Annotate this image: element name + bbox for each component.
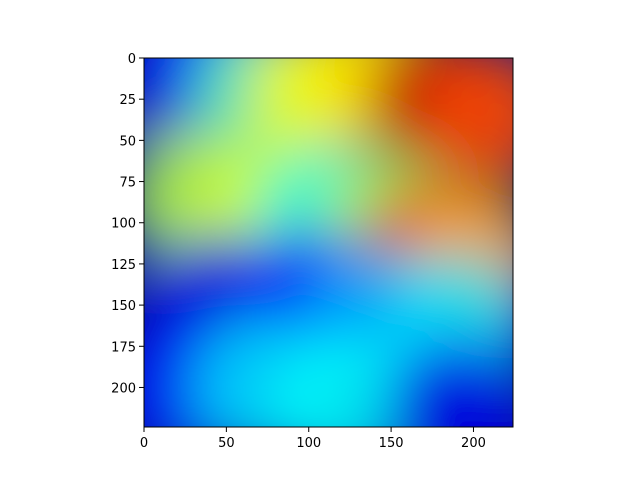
heat-spot: [419, 58, 513, 186]
heat-overlay: [144, 58, 513, 427]
y-tick-label: 100: [111, 217, 136, 232]
y-tick-label: 25: [119, 93, 136, 108]
x-tick-label: 0: [140, 436, 148, 451]
x-axis-ticks: 0 50 100 150 200: [140, 427, 486, 451]
y-tick-label: 125: [111, 258, 136, 273]
y-axis-ticks: 0 25 50 75 100 125 150 175 200: [111, 52, 144, 396]
x-tick-label: 150: [379, 436, 404, 451]
y-tick-label: 0: [128, 52, 136, 67]
y-tick-label: 200: [111, 381, 136, 396]
axes-frame: [143, 57, 514, 428]
x-tick-label: 200: [461, 436, 486, 451]
y-tick-label: 75: [119, 176, 136, 191]
x-tick-label: 100: [296, 436, 321, 451]
x-tick-label: 50: [218, 436, 235, 451]
y-tick-label: 50: [119, 134, 136, 149]
heat-spot: [271, 333, 412, 427]
heat-spot: [387, 342, 513, 427]
y-tick-label: 150: [111, 299, 136, 314]
y-tick-label: 175: [111, 340, 136, 355]
